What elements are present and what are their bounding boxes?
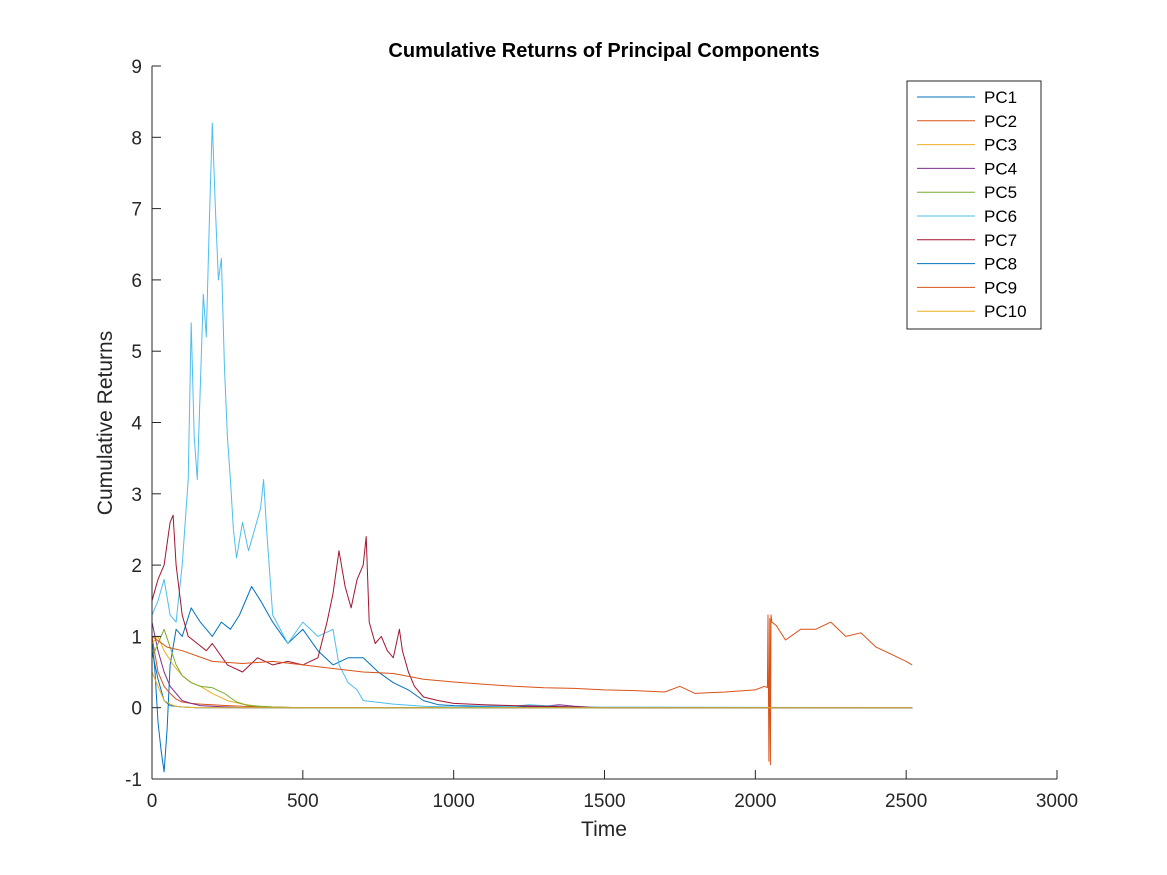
series-line-pc6	[151, 122, 913, 709]
y-tick-label: 9	[131, 57, 142, 78]
legend-entry-pc4: PC4	[984, 159, 1017, 178]
series-line-pc4	[151, 621, 913, 709]
y-tick-label: 7	[131, 200, 142, 221]
legend-entry-pc3: PC3	[984, 136, 1017, 155]
legend-entry-pc1: PC1	[984, 88, 1017, 107]
y-tick-label: 0	[131, 699, 142, 720]
legend-entry-pc9: PC9	[984, 278, 1017, 297]
series-line-pc1	[151, 586, 913, 773]
y-tick-label: 8	[131, 128, 142, 149]
x-axis-title: Time	[581, 818, 627, 841]
series-line-pc7	[151, 514, 913, 709]
legend-entry-pc2: PC2	[984, 112, 1017, 131]
y-tick-label: 1	[131, 627, 142, 648]
legend-entry-pc6: PC6	[984, 207, 1017, 226]
legend-box	[906, 80, 1042, 330]
legend-entry-pc5: PC5	[984, 183, 1017, 202]
y-tick-label: 4	[131, 414, 142, 435]
legend-entry-pc7: PC7	[984, 231, 1017, 250]
x-tick-label: 1000	[433, 791, 475, 812]
legend: PC1 PC2 PC3 PC4 PC5 PC6 PC7 PC8 PC9 PC10	[906, 80, 1042, 330]
x-tick-label: 500	[287, 791, 319, 812]
series-line-pc10	[151, 671, 913, 709]
y-tick-label: 6	[131, 271, 142, 292]
series-layer	[151, 122, 913, 773]
x-tick-label: 0	[147, 791, 158, 812]
y-tick-label: 3	[131, 485, 142, 506]
y-tick-label: -1	[125, 770, 142, 791]
chart-title: Cumulative Returns of Principal Componen…	[388, 40, 819, 62]
x-tick-label: 2000	[734, 791, 776, 812]
y-tick-label: 2	[131, 556, 142, 577]
x-tick-label: 2500	[885, 791, 927, 812]
x-tick-label: 3000	[1036, 791, 1078, 812]
series-line-pc5	[151, 628, 913, 709]
x-tick-label: 1500	[583, 791, 625, 812]
legend-entry-pc8: PC8	[984, 255, 1017, 274]
y-axis-title: Cumulative Returns	[94, 331, 117, 515]
legend-entry-pc10: PC10	[984, 302, 1027, 321]
series-line-pc9	[151, 614, 913, 766]
y-tick-label: 5	[131, 342, 142, 363]
